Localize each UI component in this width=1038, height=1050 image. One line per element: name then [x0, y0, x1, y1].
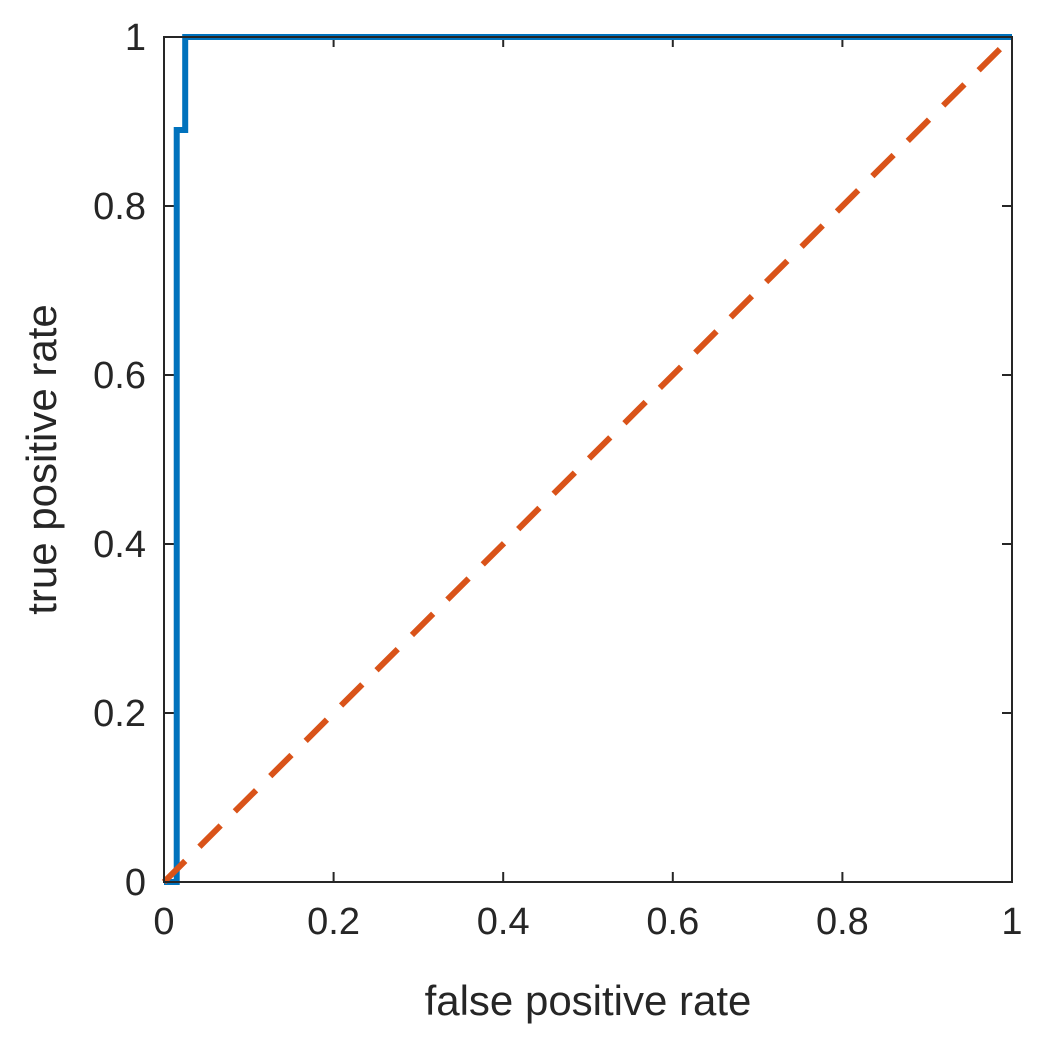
y-tick-label: 0	[125, 862, 146, 904]
y-tick-label: 0.4	[93, 524, 146, 566]
y-tick-label: 0.2	[93, 693, 146, 735]
y-tick-label: 0.6	[93, 355, 146, 397]
x-tick-label: 0.4	[477, 901, 530, 943]
y-axis-label: true positive rate	[18, 304, 65, 615]
y-tick-labels: 0 0.2 0.4 0.6 0.8 1	[93, 17, 146, 904]
plot-frame	[163, 36, 1013, 883]
chance-diagonal-line	[161, 34, 1015, 885]
series-layer	[161, 34, 1015, 885]
x-tick-label: 0.6	[646, 901, 699, 943]
y-tick-label: 0.8	[93, 186, 146, 228]
x-axis-label: false positive rate	[425, 977, 752, 1024]
x-tick-label: 0	[153, 901, 174, 943]
x-tick-label: 0.2	[307, 901, 360, 943]
x-tick-label: 1	[1001, 901, 1022, 943]
y-tick-label: 1	[125, 17, 146, 59]
x-tick-labels: 0 0.2 0.4 0.6 0.8 1	[153, 901, 1022, 943]
x-tick-label: 0.8	[816, 901, 869, 943]
